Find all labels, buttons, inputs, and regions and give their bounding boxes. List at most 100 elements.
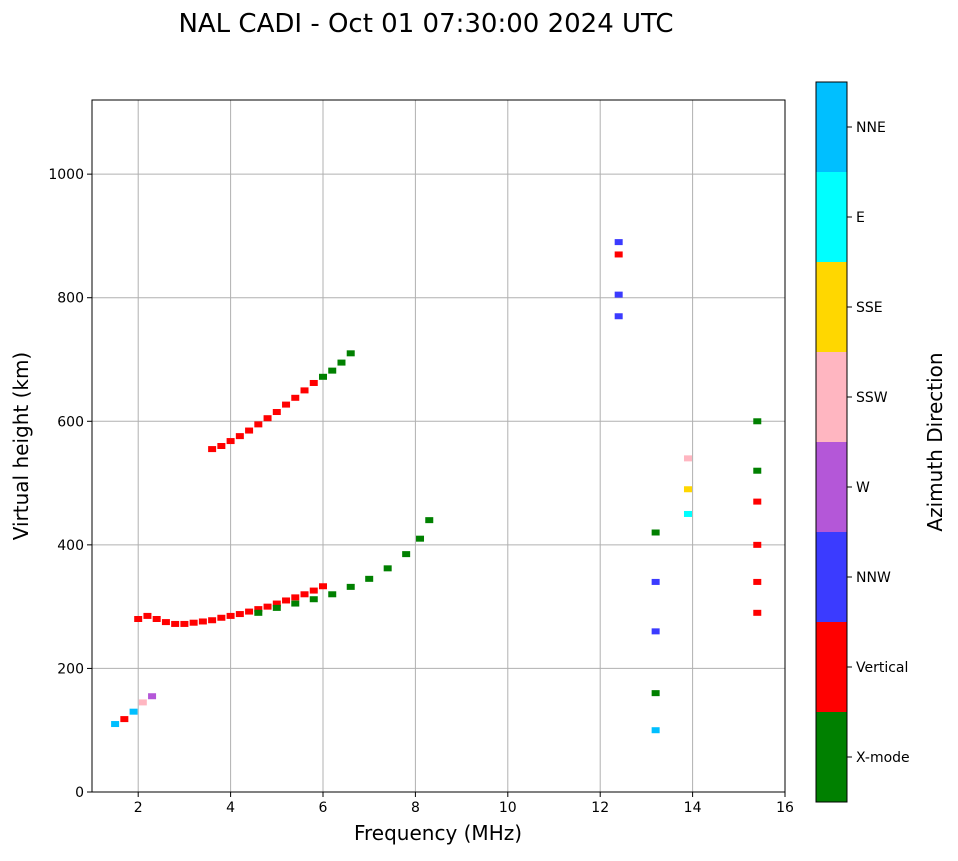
echo-point [402, 551, 411, 558]
echo-point [208, 446, 217, 453]
echo-point [143, 612, 152, 619]
colorbar-tick-label: E [856, 210, 865, 226]
echo-point [198, 618, 207, 625]
echo-point [683, 486, 692, 493]
echo-point [282, 597, 291, 604]
y-axis-label: Virtual height (km) [9, 352, 33, 541]
echo-point [309, 379, 318, 386]
echo-point [319, 373, 327, 380]
echo-point [138, 699, 147, 706]
colorbar-segment [816, 532, 847, 622]
y-tick-label: 0 [75, 785, 84, 801]
echo-point [111, 721, 120, 728]
echo-point [120, 716, 129, 723]
echo-point [245, 608, 254, 615]
x-tick-label: 8 [411, 800, 420, 816]
x-tick-label: 12 [591, 800, 609, 816]
echo-point [319, 583, 327, 590]
echo-point [683, 510, 692, 517]
plot-frame [91, 99, 786, 793]
chart-title: NAL CADI - Oct 01 07:30:00 2024 UTC [178, 9, 673, 39]
colorbar-tick-label: SSW [856, 390, 888, 406]
echo-point [272, 409, 281, 416]
azimuth-colorbar: X-mode Vertical NNW W SSW SSE E NNE [815, 81, 910, 803]
echo-point [753, 418, 762, 425]
echo-point [148, 693, 157, 700]
echo-point [753, 498, 762, 505]
echo-point [189, 619, 198, 626]
colorbar-segment [816, 712, 847, 802]
echo-point [753, 541, 762, 548]
x-tick-label: 16 [776, 800, 794, 816]
echo-point [171, 620, 180, 627]
x-tick-label: 14 [684, 800, 702, 816]
colorbar-segment [816, 352, 847, 442]
echo-point [346, 350, 355, 357]
y-tick-label: 800 [57, 291, 84, 307]
x-tick-label: 2 [134, 800, 143, 816]
echo-point [217, 614, 226, 621]
echo-point [651, 727, 660, 734]
echo-point [651, 690, 660, 697]
echo-point [309, 587, 318, 594]
colorbar-frame [815, 81, 848, 803]
colorbar-segment [816, 622, 847, 712]
colorbar-tick-label: NNE [856, 120, 886, 136]
echo-point [282, 401, 291, 408]
echo-point [235, 433, 244, 440]
echo-points [111, 239, 762, 734]
y-tick-label: 400 [57, 538, 84, 554]
colorbar-tick-label: SSE [856, 300, 883, 316]
echo-point [346, 583, 355, 590]
echo-point [383, 565, 392, 572]
echo-point [134, 616, 143, 622]
x-axis-ticks: 2 4 6 8 10 12 14 16 [134, 792, 794, 816]
echo-point [753, 578, 762, 585]
echo-point [614, 313, 623, 320]
y-tick-label: 200 [57, 661, 84, 677]
echo-point [300, 591, 309, 598]
colorbar-segment [816, 442, 847, 532]
plot-background [92, 100, 785, 792]
echo-point [425, 517, 434, 524]
y-axis-ticks: 0 200 400 600 800 1000 [48, 167, 92, 801]
colorbar-tick-label: Vertical [856, 660, 908, 676]
echo-point [753, 609, 762, 616]
echo-point [614, 291, 623, 298]
echo-point [152, 616, 161, 622]
echo-point [651, 578, 660, 585]
echo-point [328, 591, 337, 598]
echo-point [254, 606, 263, 613]
colorbar-segment [816, 172, 847, 262]
echo-point [753, 467, 762, 474]
echo-point [651, 529, 660, 536]
echo-point [309, 596, 318, 603]
echo-point [226, 612, 235, 619]
echo-point [161, 619, 170, 626]
colorbar-segment [816, 82, 847, 172]
echo-point [328, 367, 337, 374]
echo-point [254, 421, 263, 428]
echo-point [235, 611, 244, 618]
echo-point [291, 600, 300, 607]
echo-point [291, 594, 300, 601]
x-tick-label: 10 [499, 800, 517, 816]
echo-point [416, 535, 425, 542]
colorbar-segment [816, 262, 847, 352]
echo-point [291, 394, 300, 401]
echo-point [226, 438, 235, 445]
x-tick-label: 4 [226, 800, 235, 816]
echo-point [217, 443, 226, 449]
echo-point [272, 604, 281, 611]
echo-point [254, 609, 263, 616]
x-axis-label: Frequency (MHz) [354, 821, 522, 845]
echo-point [614, 239, 623, 246]
echo-point [208, 617, 217, 624]
echo-point [263, 415, 272, 422]
y-tick-label: 1000 [48, 167, 84, 183]
echo-point [300, 387, 309, 394]
x-tick-label: 6 [319, 800, 328, 816]
echo-point [651, 628, 660, 635]
echo-point [245, 427, 254, 434]
grid-lines [92, 100, 786, 793]
